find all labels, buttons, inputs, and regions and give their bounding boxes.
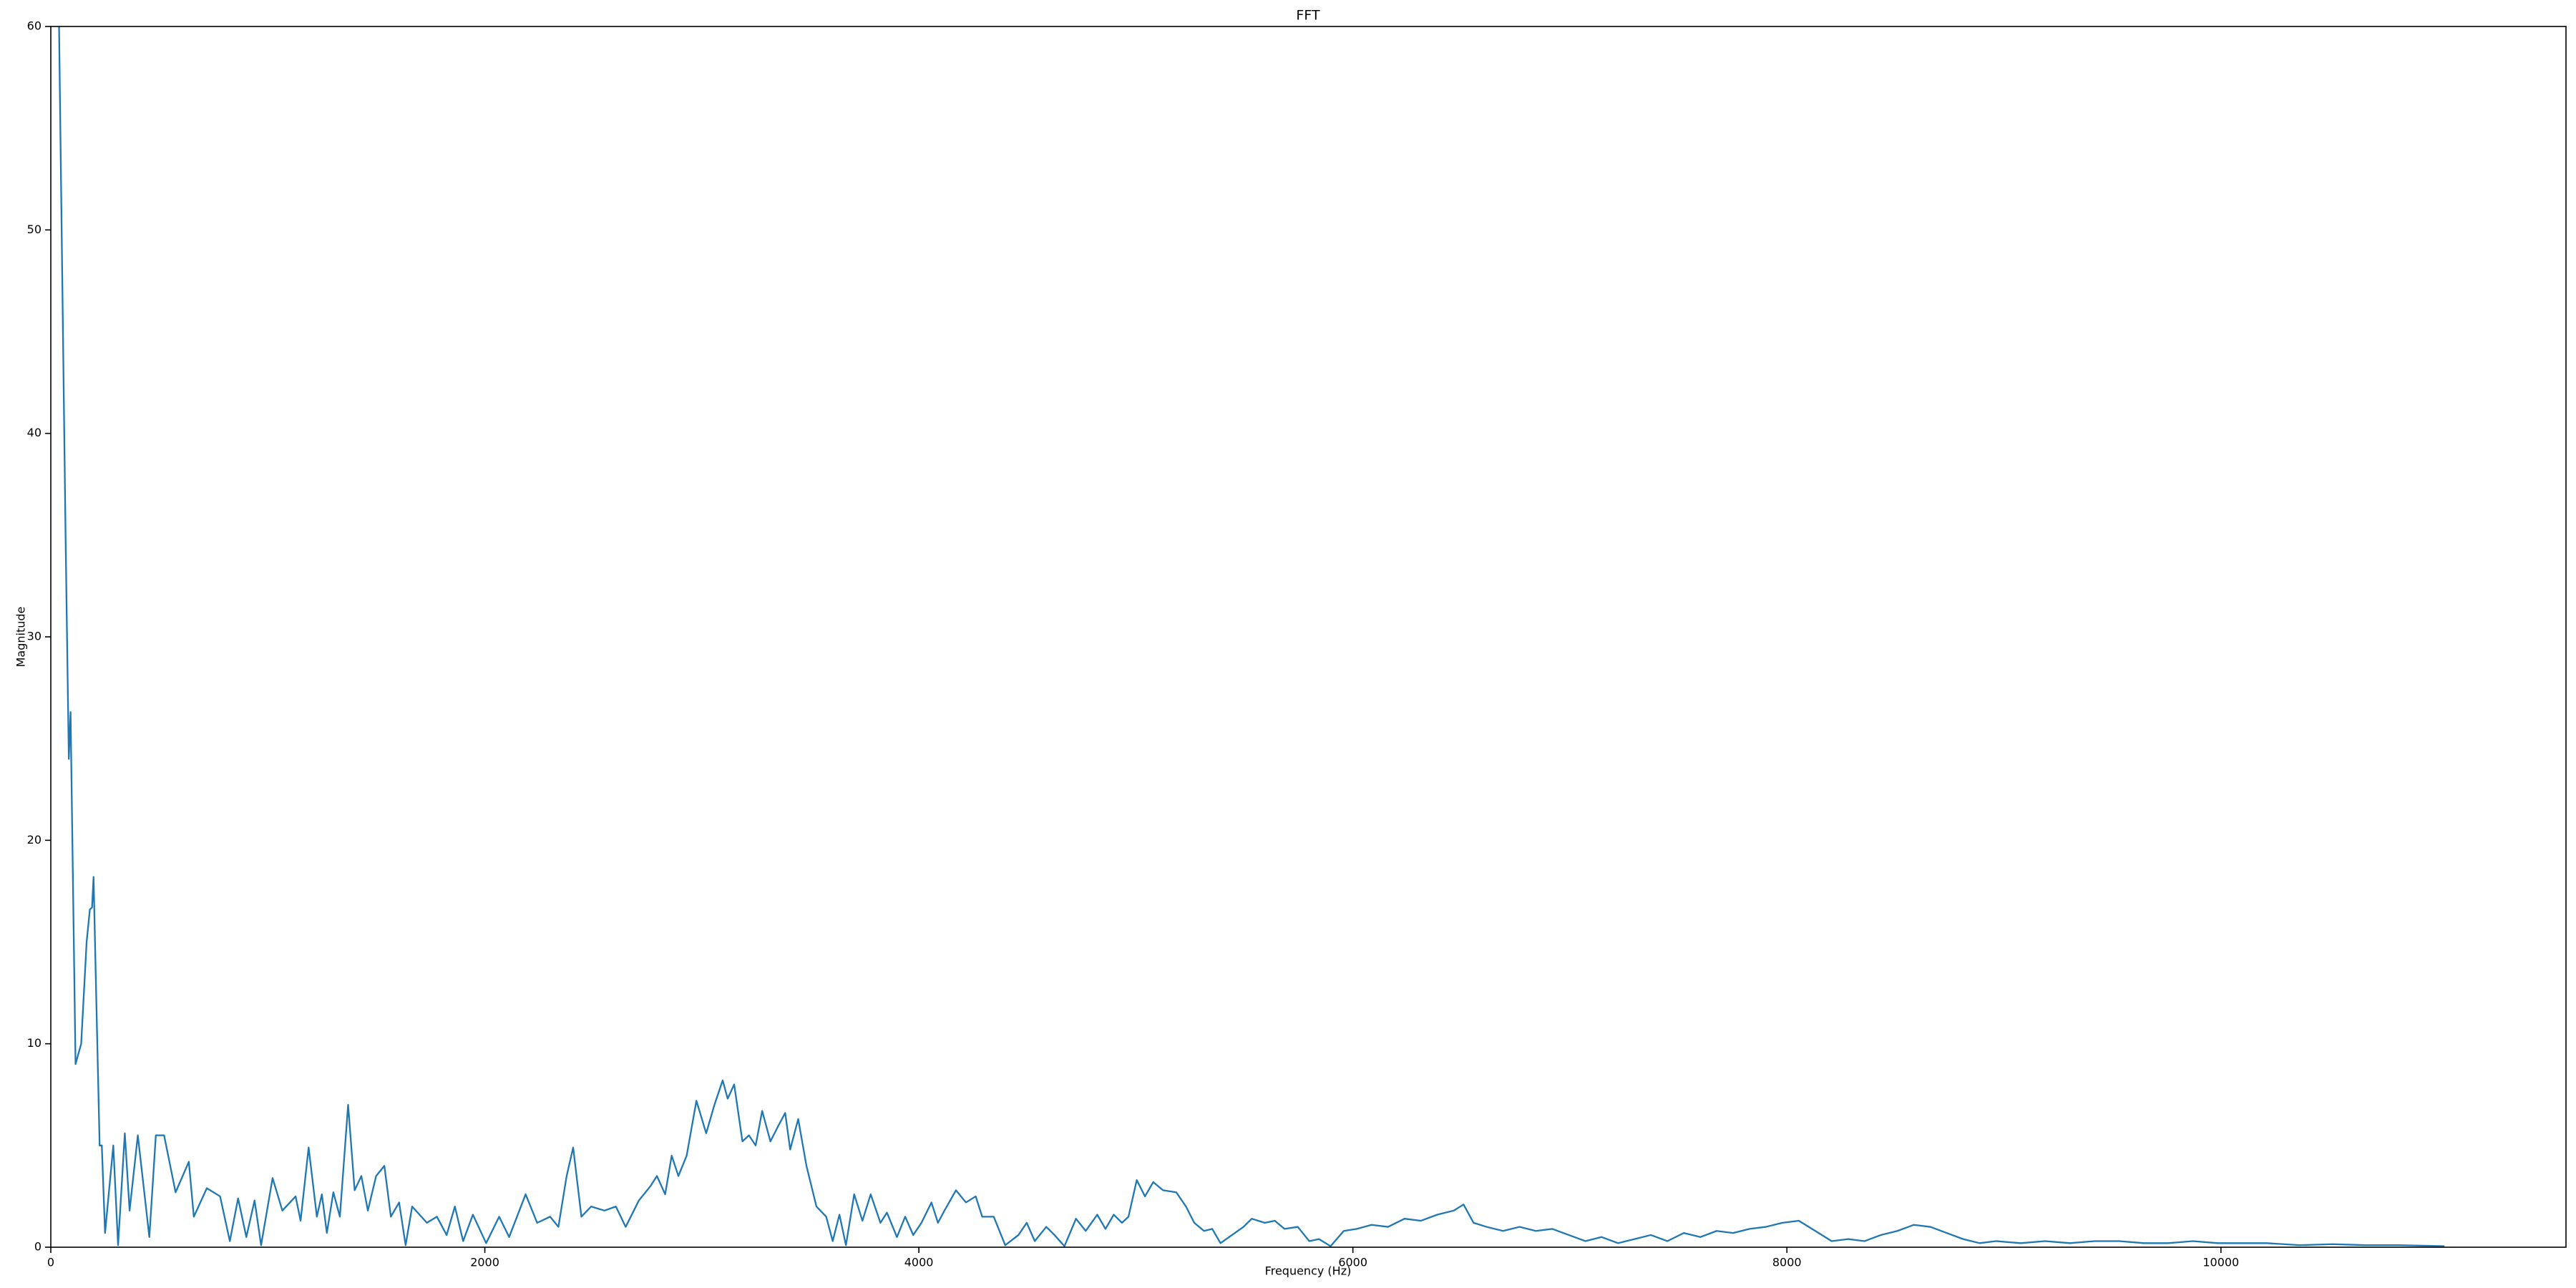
y-tick-label: 40: [27, 426, 42, 439]
x-tick-label: 6000: [1338, 1256, 1367, 1269]
y-tick-label: 0: [34, 1240, 42, 1254]
x-tick-label: 10000: [2202, 1256, 2239, 1269]
plot-area: [58, 26, 2445, 1247]
y-tick-label: 50: [27, 223, 42, 236]
x-tick-label: 0: [47, 1256, 54, 1269]
x-tick-label: 2000: [470, 1256, 499, 1269]
y-tick-label: 20: [27, 833, 42, 847]
line-series: [58, 26, 2445, 1247]
x-axis-label: Frequency (Hz): [1265, 1264, 1352, 1278]
y-tick-label: 30: [27, 630, 42, 643]
x-tick-label: 4000: [904, 1256, 934, 1269]
axes: 0 2000 4000 6000 8000 10000 0 10 20 30 40 50 60: [27, 19, 2240, 1269]
y-tick-label: 10: [27, 1036, 42, 1050]
y-tick-label: 60: [27, 19, 42, 33]
axes-frame: [50, 26, 2567, 1248]
x-tick-label: 8000: [1772, 1256, 1802, 1269]
y-axis-label: Magnitude: [14, 607, 28, 668]
chart-title: FFT: [1296, 8, 1320, 24]
